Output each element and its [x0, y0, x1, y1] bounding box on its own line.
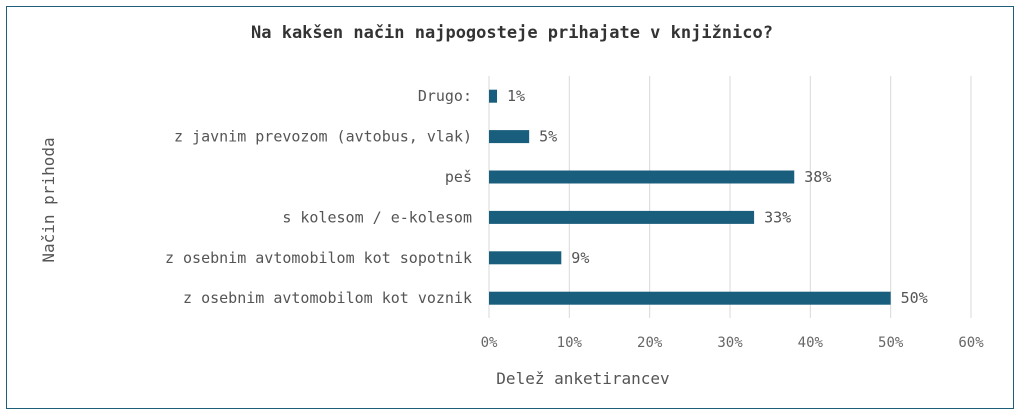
x-tick-label: 10% [557, 335, 583, 351]
x-tick-labels: 0% 10% 20% 30% 40% 50% 60% [481, 335, 985, 351]
chart-title: Na kakšen način najpogosteje prihajate v… [251, 23, 773, 43]
x-axis-label: Delež anketirancev [496, 369, 669, 388]
data-label: 5% [539, 128, 557, 146]
data-label: 9% [571, 249, 589, 267]
data-label: 38% [804, 168, 831, 186]
category-label: peš [445, 168, 472, 186]
bars: 1% 5% 38% 33% 9% 50% [489, 87, 928, 307]
gridlines [488, 76, 972, 318]
bar [489, 251, 562, 265]
bar [489, 210, 755, 224]
data-label: 33% [764, 208, 791, 226]
category-label: z javnim prevozom (avtobus, vlak) [174, 128, 472, 146]
category-label: z osebnim avtomobilom kot sopotnik [165, 249, 472, 267]
x-tick-label: 50% [878, 335, 904, 351]
category-label: Drugo: [418, 87, 472, 105]
x-tick-label: 40% [798, 335, 824, 351]
chart-frame [6, 6, 1014, 409]
bar [489, 130, 530, 144]
data-label: 50% [901, 289, 928, 307]
bar [489, 170, 795, 184]
x-tick-label: 30% [717, 335, 743, 351]
y-axis-label: Način prihoda [39, 137, 58, 262]
x-tick-label: 60% [958, 335, 984, 351]
x-tick-label: 0% [481, 335, 498, 351]
x-tick-label: 20% [637, 335, 663, 351]
bar [489, 89, 498, 103]
category-label: z osebnim avtomobilom kot voznik [183, 289, 472, 307]
bar [489, 291, 891, 305]
category-label: s kolesom / e-kolesom [282, 208, 472, 226]
category-labels: Drugo: z javnim prevozom (avtobus, vlak) p… [165, 87, 472, 307]
data-label: 1% [507, 87, 525, 105]
